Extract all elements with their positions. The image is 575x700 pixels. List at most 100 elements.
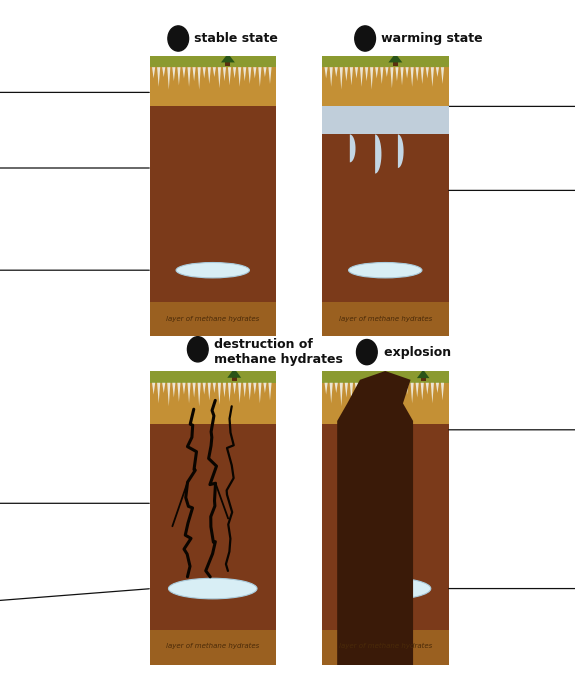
Polygon shape — [329, 383, 333, 403]
Polygon shape — [411, 383, 414, 403]
Polygon shape — [162, 383, 166, 393]
Polygon shape — [167, 383, 170, 406]
Polygon shape — [400, 67, 404, 85]
Polygon shape — [370, 351, 381, 372]
Polygon shape — [193, 67, 196, 81]
Polygon shape — [231, 353, 237, 362]
Text: layer of methane hydrates: layer of methane hydrates — [166, 643, 259, 649]
Polygon shape — [152, 383, 155, 395]
Text: layer of methane hydrates: layer of methane hydrates — [339, 316, 432, 322]
Bar — [322, 302, 449, 336]
Polygon shape — [345, 383, 348, 398]
Polygon shape — [233, 67, 236, 78]
Polygon shape — [248, 383, 251, 400]
Polygon shape — [202, 67, 206, 78]
Polygon shape — [426, 67, 429, 78]
Polygon shape — [208, 67, 211, 84]
Polygon shape — [420, 356, 426, 364]
Bar — [150, 302, 276, 336]
Text: permafrost: permafrost — [0, 163, 150, 173]
Polygon shape — [385, 67, 389, 77]
Polygon shape — [400, 383, 404, 402]
Text: active layer: active layer — [0, 88, 150, 97]
Polygon shape — [229, 360, 239, 370]
Polygon shape — [405, 383, 409, 395]
Polygon shape — [269, 383, 271, 400]
Polygon shape — [213, 67, 216, 77]
Polygon shape — [221, 53, 235, 62]
Polygon shape — [157, 383, 160, 403]
Text: layer of methane hydrates: layer of methane hydrates — [339, 643, 432, 649]
Polygon shape — [416, 67, 419, 81]
Polygon shape — [396, 67, 398, 81]
Polygon shape — [329, 67, 333, 87]
Polygon shape — [238, 67, 242, 87]
Polygon shape — [398, 134, 404, 168]
Polygon shape — [253, 67, 256, 78]
Polygon shape — [263, 383, 267, 393]
Polygon shape — [375, 383, 378, 395]
Bar — [225, 61, 231, 66]
Text: warming state: warming state — [368, 32, 482, 45]
Polygon shape — [248, 67, 251, 84]
Polygon shape — [385, 383, 389, 393]
Polygon shape — [370, 67, 373, 90]
Polygon shape — [436, 67, 439, 77]
Polygon shape — [238, 383, 242, 403]
Text: 2: 2 — [361, 34, 369, 43]
Polygon shape — [416, 383, 419, 398]
Text: explosion: explosion — [371, 346, 451, 358]
Polygon shape — [223, 383, 226, 398]
Polygon shape — [223, 67, 226, 81]
Ellipse shape — [176, 262, 250, 278]
Bar — [322, 371, 449, 424]
Polygon shape — [419, 363, 428, 371]
Polygon shape — [431, 383, 434, 403]
Bar — [150, 56, 276, 67]
Polygon shape — [224, 38, 231, 48]
Polygon shape — [182, 383, 186, 395]
Text: active layer
expands
downward: active layer expands downward — [448, 90, 575, 123]
Polygon shape — [421, 383, 424, 400]
Polygon shape — [411, 67, 414, 87]
Polygon shape — [380, 383, 384, 400]
Bar — [232, 376, 237, 382]
Polygon shape — [337, 371, 413, 665]
Polygon shape — [227, 368, 241, 378]
Polygon shape — [193, 383, 196, 398]
Polygon shape — [360, 383, 363, 403]
Polygon shape — [202, 383, 206, 395]
Polygon shape — [177, 383, 181, 402]
Polygon shape — [389, 53, 402, 62]
Bar — [150, 371, 276, 424]
Polygon shape — [228, 67, 231, 85]
Polygon shape — [177, 67, 181, 85]
Polygon shape — [233, 383, 236, 395]
Text: stable state: stable state — [181, 32, 278, 45]
Polygon shape — [350, 134, 355, 162]
Bar — [322, 371, 449, 383]
Text: destruction of
   methane hydrates: destruction of methane hydrates — [201, 338, 343, 366]
Polygon shape — [157, 67, 160, 87]
Polygon shape — [243, 383, 246, 398]
Polygon shape — [345, 67, 348, 81]
Text: layer of methane hydrates: layer of methane hydrates — [166, 316, 259, 322]
Ellipse shape — [348, 262, 422, 278]
Text: 1: 1 — [174, 34, 182, 43]
Circle shape — [347, 330, 352, 341]
Circle shape — [411, 345, 415, 356]
Polygon shape — [380, 67, 384, 84]
Polygon shape — [390, 46, 401, 55]
Polygon shape — [213, 383, 216, 393]
Text: increased
pressure in
cryopeg: increased pressure in cryopeg — [0, 589, 150, 623]
Polygon shape — [390, 67, 393, 88]
Polygon shape — [377, 351, 388, 372]
Polygon shape — [340, 383, 343, 406]
Bar — [150, 56, 276, 106]
Polygon shape — [360, 67, 363, 87]
Polygon shape — [218, 67, 221, 88]
Polygon shape — [335, 67, 338, 77]
Polygon shape — [375, 67, 378, 78]
Polygon shape — [426, 383, 429, 395]
Polygon shape — [198, 383, 201, 406]
